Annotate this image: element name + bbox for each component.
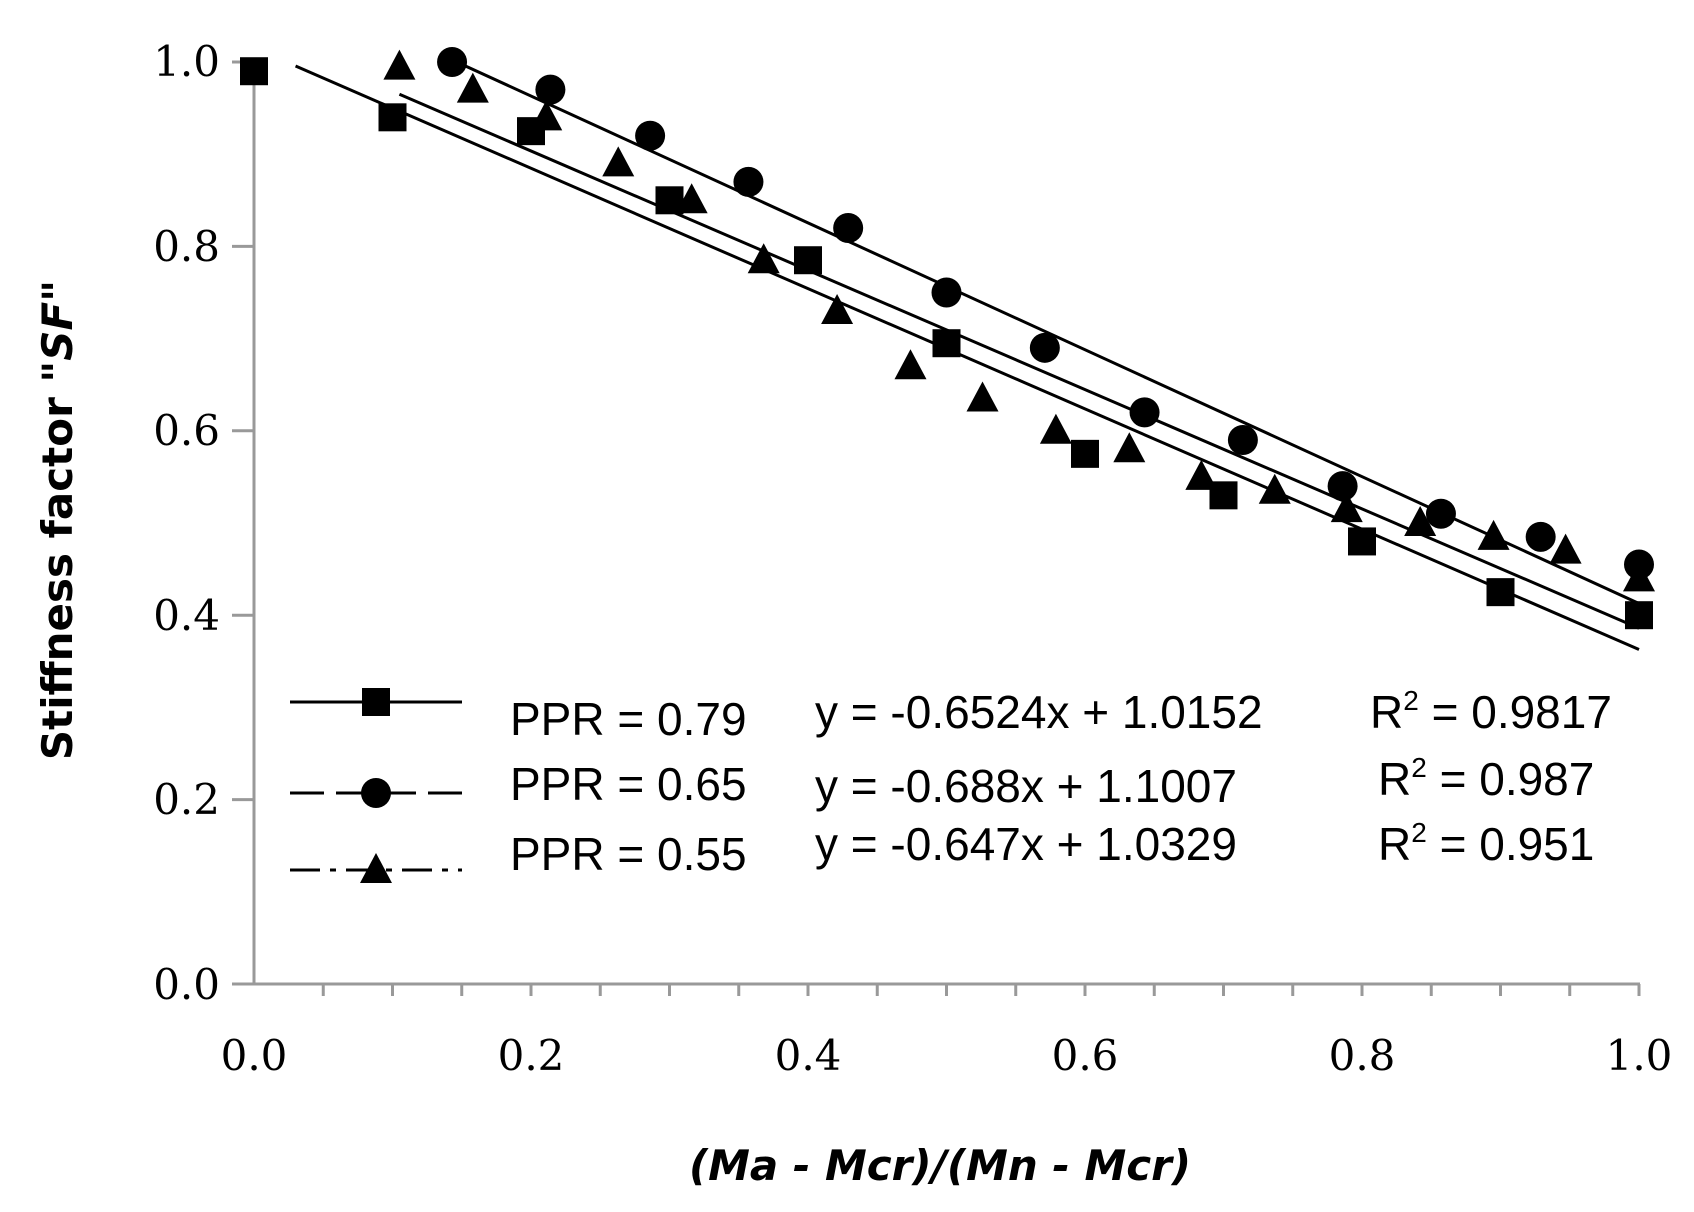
legend-label-ppr-079: PPR = 0.79 bbox=[510, 693, 747, 745]
data-point-ppr-065 bbox=[1227, 425, 1258, 456]
data-point-ppr-079 bbox=[1071, 439, 1099, 468]
legend-marker-ppr-055 bbox=[360, 853, 392, 883]
data-point-ppr-065 bbox=[535, 74, 566, 105]
legend-marker-ppr-079 bbox=[362, 688, 390, 716]
trend-line-ppr-079 bbox=[294, 64, 1640, 651]
data-point-ppr-055 bbox=[1623, 561, 1655, 592]
data-point-ppr-055 bbox=[602, 146, 635, 177]
data-point-ppr-065 bbox=[1425, 498, 1456, 529]
trend-line-ppr-065 bbox=[447, 56, 1640, 605]
legend-equation-ppr-079: y = -0.6524x + 1.0152 bbox=[815, 686, 1263, 738]
y-tick-label: 0.2 bbox=[153, 775, 220, 824]
y-tick-label: 1.0 bbox=[153, 37, 220, 86]
x-tick-labels: 0.0 0.2 0.4 0.6 0.8 1.0 bbox=[221, 1031, 1673, 1080]
y-tick-label: 0.6 bbox=[153, 406, 220, 455]
legend-r2-ppr-065: R2 = 0.987 bbox=[1378, 752, 1594, 805]
r2-superscript: 2 bbox=[1403, 685, 1419, 716]
data-point-ppr-055 bbox=[1113, 432, 1146, 463]
data-point-ppr-055 bbox=[894, 349, 927, 380]
y-axis-title: Stiffness factor "SF" bbox=[33, 280, 82, 760]
x-tick-label: 1.0 bbox=[1606, 1031, 1673, 1080]
y-tick-label: 0.0 bbox=[153, 960, 220, 1009]
data-point-ppr-065 bbox=[437, 47, 468, 77]
data-point-ppr-079 bbox=[1348, 527, 1376, 556]
data-point-ppr-079 bbox=[794, 246, 822, 275]
trend-line-ppr-055 bbox=[398, 92, 1640, 630]
r2-symbol: R bbox=[1370, 686, 1403, 738]
data-point-ppr-055 bbox=[1477, 519, 1510, 550]
legend-equation-ppr-065: y = -0.688x + 1.1007 bbox=[815, 760, 1237, 812]
y-tick-labels: 0.0 0.2 0.4 0.6 0.8 1.0 bbox=[153, 37, 220, 1009]
y-tick-label: 0.8 bbox=[153, 222, 220, 271]
data-point-ppr-055 bbox=[1039, 413, 1072, 444]
data-point-ppr-055 bbox=[1549, 533, 1582, 564]
data-point-ppr-065 bbox=[635, 120, 666, 151]
data-point-ppr-055 bbox=[456, 72, 489, 103]
r2-symbol: R bbox=[1378, 818, 1411, 870]
data-point-ppr-055 bbox=[530, 100, 563, 131]
data-point-ppr-065 bbox=[1327, 471, 1358, 502]
x-tick-label: 0.4 bbox=[775, 1031, 842, 1080]
r2-superscript: 2 bbox=[1411, 752, 1427, 783]
x-axis-title: (Ma - Mcr)/(Mn - Mcr) bbox=[689, 1141, 1191, 1190]
trend-lines bbox=[294, 56, 1640, 651]
r2-value: = 0.9817 bbox=[1419, 686, 1612, 738]
r2-symbol: R bbox=[1378, 753, 1411, 805]
data-point-ppr-055 bbox=[747, 243, 780, 274]
data-point-ppr-065 bbox=[733, 166, 764, 197]
legend-marker-ppr-065 bbox=[361, 778, 391, 808]
data-point-ppr-055 bbox=[966, 381, 999, 412]
legend-r2-ppr-079: R2 = 0.9817 bbox=[1370, 685, 1612, 738]
data-point-ppr-065 bbox=[931, 277, 962, 308]
data-point-ppr-079 bbox=[1625, 601, 1653, 630]
data-point-ppr-065 bbox=[1129, 397, 1160, 428]
data-point-ppr-079 bbox=[378, 103, 407, 132]
r2-value: = 0.987 bbox=[1427, 753, 1595, 805]
r2-superscript: 2 bbox=[1411, 817, 1427, 848]
data-point-ppr-055 bbox=[675, 183, 708, 214]
y-axis-title-suffix: " bbox=[33, 280, 82, 302]
legend: PPR = 0.79 y = -0.6524x + 1.0152 R2 = 0.… bbox=[290, 685, 1612, 883]
r2-value: = 0.951 bbox=[1427, 818, 1595, 870]
y-axis-title-prefix: Stiffness factor " bbox=[33, 361, 82, 760]
data-point-ppr-065 bbox=[833, 212, 864, 243]
legend-label-ppr-065: PPR = 0.65 bbox=[510, 758, 747, 810]
data-point-ppr-079 bbox=[1486, 578, 1515, 607]
data-point-ppr-055 bbox=[821, 293, 854, 324]
legend-swatches bbox=[290, 688, 462, 883]
x-tick-label: 0.2 bbox=[498, 1031, 565, 1080]
data-points bbox=[240, 47, 1655, 630]
data-point-ppr-055 bbox=[1404, 506, 1437, 536]
x-tick-label: 0.0 bbox=[221, 1031, 288, 1080]
y-axis-title-symbol: SF bbox=[33, 301, 82, 360]
data-point-ppr-055 bbox=[383, 49, 416, 80]
legend-label-ppr-055: PPR = 0.55 bbox=[510, 828, 747, 880]
data-point-ppr-055 bbox=[1258, 473, 1291, 504]
data-point-ppr-065 bbox=[1525, 521, 1556, 552]
data-point-ppr-055 bbox=[1330, 492, 1363, 523]
data-point-ppr-065 bbox=[1029, 332, 1060, 363]
x-tick-label: 0.6 bbox=[1052, 1031, 1119, 1080]
x-tick-label: 0.8 bbox=[1329, 1031, 1396, 1080]
y-tick-label: 0.4 bbox=[153, 591, 220, 640]
legend-r2-ppr-055: R2 = 0.951 bbox=[1378, 817, 1594, 870]
axis-ticks bbox=[232, 60, 1641, 996]
legend-equation-ppr-055: y = -0.647x + 1.0329 bbox=[815, 818, 1237, 870]
data-point-ppr-079 bbox=[240, 57, 268, 86]
data-point-ppr-055 bbox=[1185, 459, 1218, 490]
data-point-ppr-079 bbox=[932, 329, 961, 358]
